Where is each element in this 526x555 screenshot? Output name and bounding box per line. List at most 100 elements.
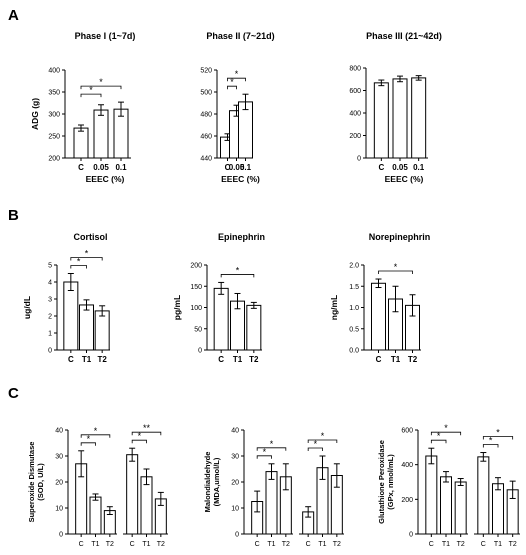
y-tick-label: 300 — [48, 112, 60, 119]
bar — [392, 78, 408, 159]
significance-label: ** — [143, 423, 151, 433]
bar — [126, 454, 139, 535]
x-tick-label: T1 — [442, 541, 450, 548]
bar — [63, 281, 79, 351]
y-axis-label-units: (GPx, nmol/mL) — [386, 454, 395, 510]
x-tick-label: C — [255, 541, 260, 548]
bar — [265, 471, 278, 535]
y-tick-label: 40 — [55, 428, 63, 435]
x-tick-label: T2 — [333, 541, 341, 548]
significance-bracket — [80, 85, 122, 90]
y-tick-label: 460 — [200, 134, 212, 141]
y-tick-label: 50 — [194, 326, 202, 333]
x-tick-label: C — [78, 163, 84, 172]
bar — [492, 483, 504, 535]
y-tick-label: 600 — [349, 88, 361, 95]
bar — [213, 287, 229, 351]
y-axis-label-units: (MDA,umol/L) — [212, 457, 221, 506]
panel-letter-c: C — [8, 385, 19, 402]
y-tick-label: 400 — [48, 68, 60, 75]
x-tick-label: T2 — [249, 355, 259, 364]
x-tick-label: C — [306, 541, 311, 548]
y-tick-label: 400 — [401, 462, 413, 469]
significance-bracket — [307, 447, 323, 451]
significance-label: * — [230, 77, 234, 87]
y-tick-label: 0.0 — [349, 348, 359, 355]
x-tick-label: T1 — [318, 541, 326, 548]
y-tick-label: 10 — [55, 506, 63, 513]
x-tick-label: 0.05 — [93, 163, 109, 172]
y-tick-label: 10 — [231, 506, 239, 513]
significance-bracket — [430, 439, 447, 444]
y-axis-label-units: (SOD, U/L) — [36, 463, 45, 501]
y-tick-label: 40 — [231, 428, 239, 435]
y-tick-label: 30 — [55, 454, 63, 461]
x-tick-label: T1 — [267, 541, 275, 548]
y-tick-label: 20 — [231, 480, 239, 487]
significance-label: * — [85, 249, 89, 259]
x-tick-label: C — [68, 355, 74, 364]
y-axis-label: Malondialdehyde — [203, 452, 212, 513]
x-tick-label: T1 — [494, 541, 502, 548]
bar — [73, 127, 89, 159]
bar — [140, 476, 153, 535]
y-tick-label: 200 — [48, 156, 60, 163]
significance-label: * — [496, 428, 500, 438]
bar — [89, 496, 102, 535]
significance-label: * — [321, 431, 325, 441]
x-tick-label: C — [378, 163, 384, 172]
x-tick-label: T2 — [408, 355, 418, 364]
significance-label: * — [314, 439, 318, 449]
bar — [246, 304, 262, 351]
y-tick-label: 100 — [190, 305, 202, 312]
panel-letter-a: A — [8, 7, 19, 24]
chart-title: Phase I (1~7d) — [75, 31, 136, 41]
significance-bracket — [256, 447, 287, 451]
chart-title: Epinephrin — [218, 232, 265, 242]
y-tick-label: 30 — [231, 454, 239, 461]
significance-label: * — [77, 257, 81, 267]
significance-label: * — [99, 77, 103, 87]
x-tick-label: 0.05 — [229, 163, 245, 172]
y-tick-label: 600 — [401, 428, 413, 435]
significance-bracket — [256, 455, 272, 459]
y-tick-label: 400 — [349, 111, 361, 118]
significance-label: * — [138, 431, 142, 441]
y-tick-label: 200 — [401, 497, 413, 504]
x-tick-label: T2 — [282, 541, 290, 548]
panel-letter-b: B — [8, 207, 19, 224]
significance-bracket — [307, 439, 338, 443]
x-tick-label: 0.1 — [240, 163, 252, 172]
significance-label: * — [87, 434, 91, 444]
x-tick-label: T1 — [142, 541, 150, 548]
significance-bracket — [482, 436, 514, 440]
x-axis-label: EEEC (%) — [221, 174, 260, 184]
x-tick-label: 0.1 — [115, 163, 127, 172]
chart-title: Cortisol — [73, 232, 107, 242]
significance-label: * — [236, 265, 240, 275]
y-tick-label: 200 — [190, 263, 202, 270]
bar — [79, 304, 94, 351]
y-tick-label: 520 — [200, 68, 212, 75]
x-tick-label: C — [79, 541, 84, 548]
bar — [373, 82, 389, 159]
x-tick-label: T1 — [233, 355, 243, 364]
y-tick-label: 480 — [200, 112, 212, 119]
x-tick-label: T2 — [97, 355, 107, 364]
bar — [371, 282, 386, 351]
y-tick-label: 0 — [48, 348, 52, 355]
x-axis-label: EEEC (%) — [385, 174, 424, 184]
bar — [93, 109, 109, 159]
bar — [425, 455, 438, 535]
y-axis-label: Glutathione Peroxidase — [377, 440, 386, 524]
x-tick-label: T2 — [509, 541, 517, 548]
significance-bracket — [430, 431, 462, 436]
y-tick-label: 0 — [409, 532, 413, 539]
x-tick-label: C — [218, 355, 224, 364]
y-tick-label: 500 — [200, 90, 212, 97]
x-tick-label: C — [429, 541, 434, 548]
y-tick-label: 1.5 — [349, 284, 359, 291]
